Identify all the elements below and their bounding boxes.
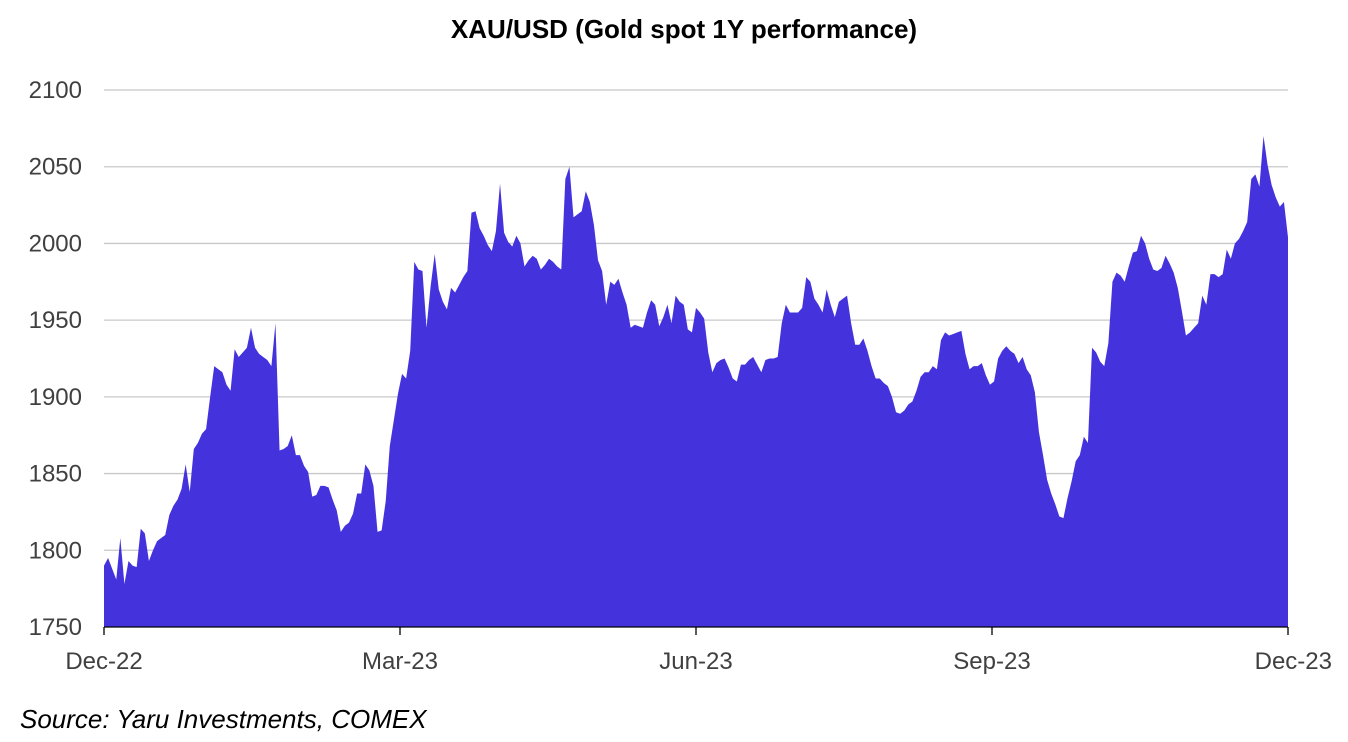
chart-svg: 1750 1800 1850 1900 1950 2000 2050 2100 Dec-22 M… xyxy=(29,77,1332,675)
y-tick-label: 2050 xyxy=(29,154,82,181)
y-tick-label: 1750 xyxy=(29,614,82,641)
chart-title: XAU/USD (Gold spot 1Y performance) xyxy=(450,14,918,44)
x-tick-label: Sep-23 xyxy=(953,648,1030,675)
y-tick-label: 1900 xyxy=(29,384,82,411)
y-tick-label: 1800 xyxy=(29,537,82,564)
y-tick-label: 2000 xyxy=(29,230,82,257)
y-tick-label: 1950 xyxy=(29,307,82,334)
x-tick-label: Dec-22 xyxy=(65,648,142,675)
x-tick-label: Dec-23 xyxy=(1255,648,1332,675)
y-tick-label: 2100 xyxy=(29,77,82,104)
source-note: Source: Yaru Investments, COMEX xyxy=(20,704,427,734)
x-tick-label: Jun-23 xyxy=(659,648,732,675)
y-axis-ticks: 1750 1800 1850 1900 1950 2000 2050 2100 xyxy=(29,77,82,641)
x-tick-label: Mar-23 xyxy=(362,648,438,675)
x-axis: Dec-22 Mar-23 Jun-23 Sep-23 Dec-23 xyxy=(65,626,1332,675)
y-tick-label: 1850 xyxy=(29,461,82,488)
price-area xyxy=(104,136,1288,627)
